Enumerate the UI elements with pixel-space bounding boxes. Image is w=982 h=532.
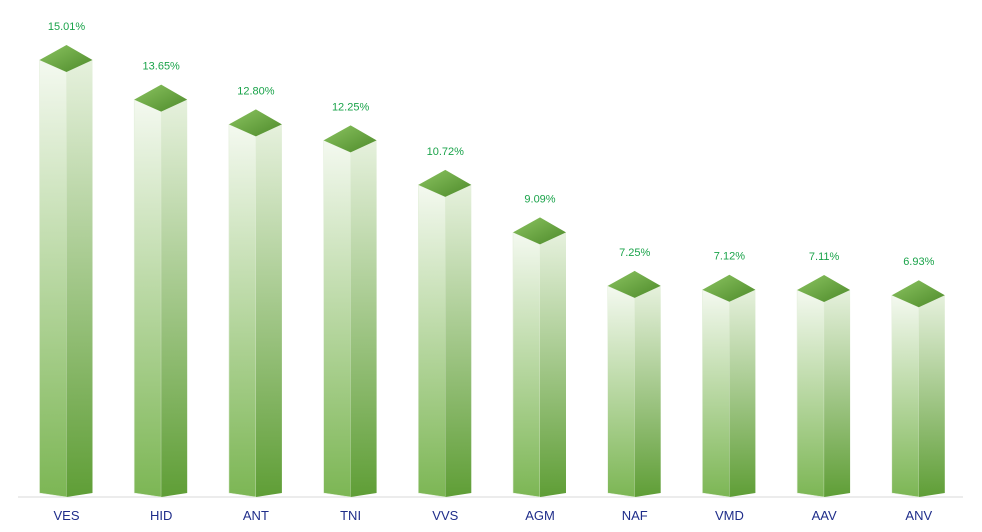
bar-front-face — [39, 59, 67, 498]
bar-top-face — [134, 84, 188, 112]
category-label: TNI — [340, 508, 361, 523]
bar-top-face — [702, 274, 756, 302]
value-labels-group: 15.01% 13.65% 12.80% 12.25% 10.72% 9.09% 7.25%… — [48, 21, 935, 268]
bar-hid — [133, 84, 188, 498]
bar-vvs — [417, 169, 472, 498]
bar-top-face — [228, 109, 282, 137]
value-label: 7.12% — [714, 251, 745, 263]
category-label: AGM — [525, 508, 555, 523]
value-label: 7.11% — [809, 251, 840, 263]
bar-top-face — [39, 45, 93, 72]
value-label: 6.93% — [903, 256, 934, 268]
bar-front-face — [323, 139, 351, 498]
bar-front-face — [607, 285, 636, 498]
bar-top-face — [797, 275, 851, 302]
bar-top-face — [323, 125, 377, 153]
bar-aav — [796, 275, 851, 498]
bar-side-face — [540, 232, 566, 497]
category-label: VMD — [715, 508, 744, 523]
bar-top-face — [891, 280, 945, 308]
bar-vmd — [702, 274, 756, 498]
category-label: AAV — [812, 508, 837, 523]
bar-side-face — [161, 99, 188, 497]
bar-top-face — [607, 270, 661, 298]
bar-ves — [39, 45, 93, 498]
bar-side-face — [918, 295, 945, 497]
value-label: 15.01% — [48, 21, 86, 33]
bar-side-face — [350, 140, 377, 497]
value-label: 12.25% — [332, 101, 370, 113]
bar-side-face — [255, 124, 282, 498]
bar-front-face — [891, 294, 920, 498]
bar-top-face — [418, 169, 472, 197]
bar-ant — [228, 109, 282, 498]
category-label: VVS — [432, 508, 458, 523]
value-label: 12.80% — [237, 85, 275, 97]
bar-front-face — [133, 99, 162, 498]
category-label: ANT — [243, 508, 269, 523]
category-label: VES — [53, 508, 79, 523]
value-label: 7.25% — [619, 247, 650, 259]
bar-naf — [607, 270, 661, 498]
bar-side-face — [445, 184, 472, 497]
category-label: HID — [150, 508, 172, 523]
bar-front-face — [702, 289, 730, 498]
bars-group — [39, 45, 945, 498]
bar-front-face — [417, 184, 446, 498]
bar-top-face — [513, 217, 566, 245]
bar-side-face — [634, 285, 661, 497]
bar-front-face — [228, 123, 257, 498]
value-label: 9.09% — [524, 193, 555, 205]
value-label: 10.72% — [427, 146, 465, 158]
category-label: ANV — [905, 508, 932, 523]
value-label: 13.65% — [143, 61, 181, 73]
bar-side-face — [824, 290, 851, 497]
bar-anv — [891, 280, 945, 498]
bar-agm — [512, 217, 566, 498]
category-label: NAF — [622, 508, 648, 523]
bar-side-face — [66, 60, 93, 497]
category-labels-group: VES HID ANT TNI VVS AGM NAF VMD AAV ANV — [53, 508, 932, 523]
bar-side-face — [729, 289, 756, 497]
bar-tni — [323, 125, 377, 498]
bar-front-face — [796, 289, 825, 498]
bar-front-face — [512, 231, 541, 498]
